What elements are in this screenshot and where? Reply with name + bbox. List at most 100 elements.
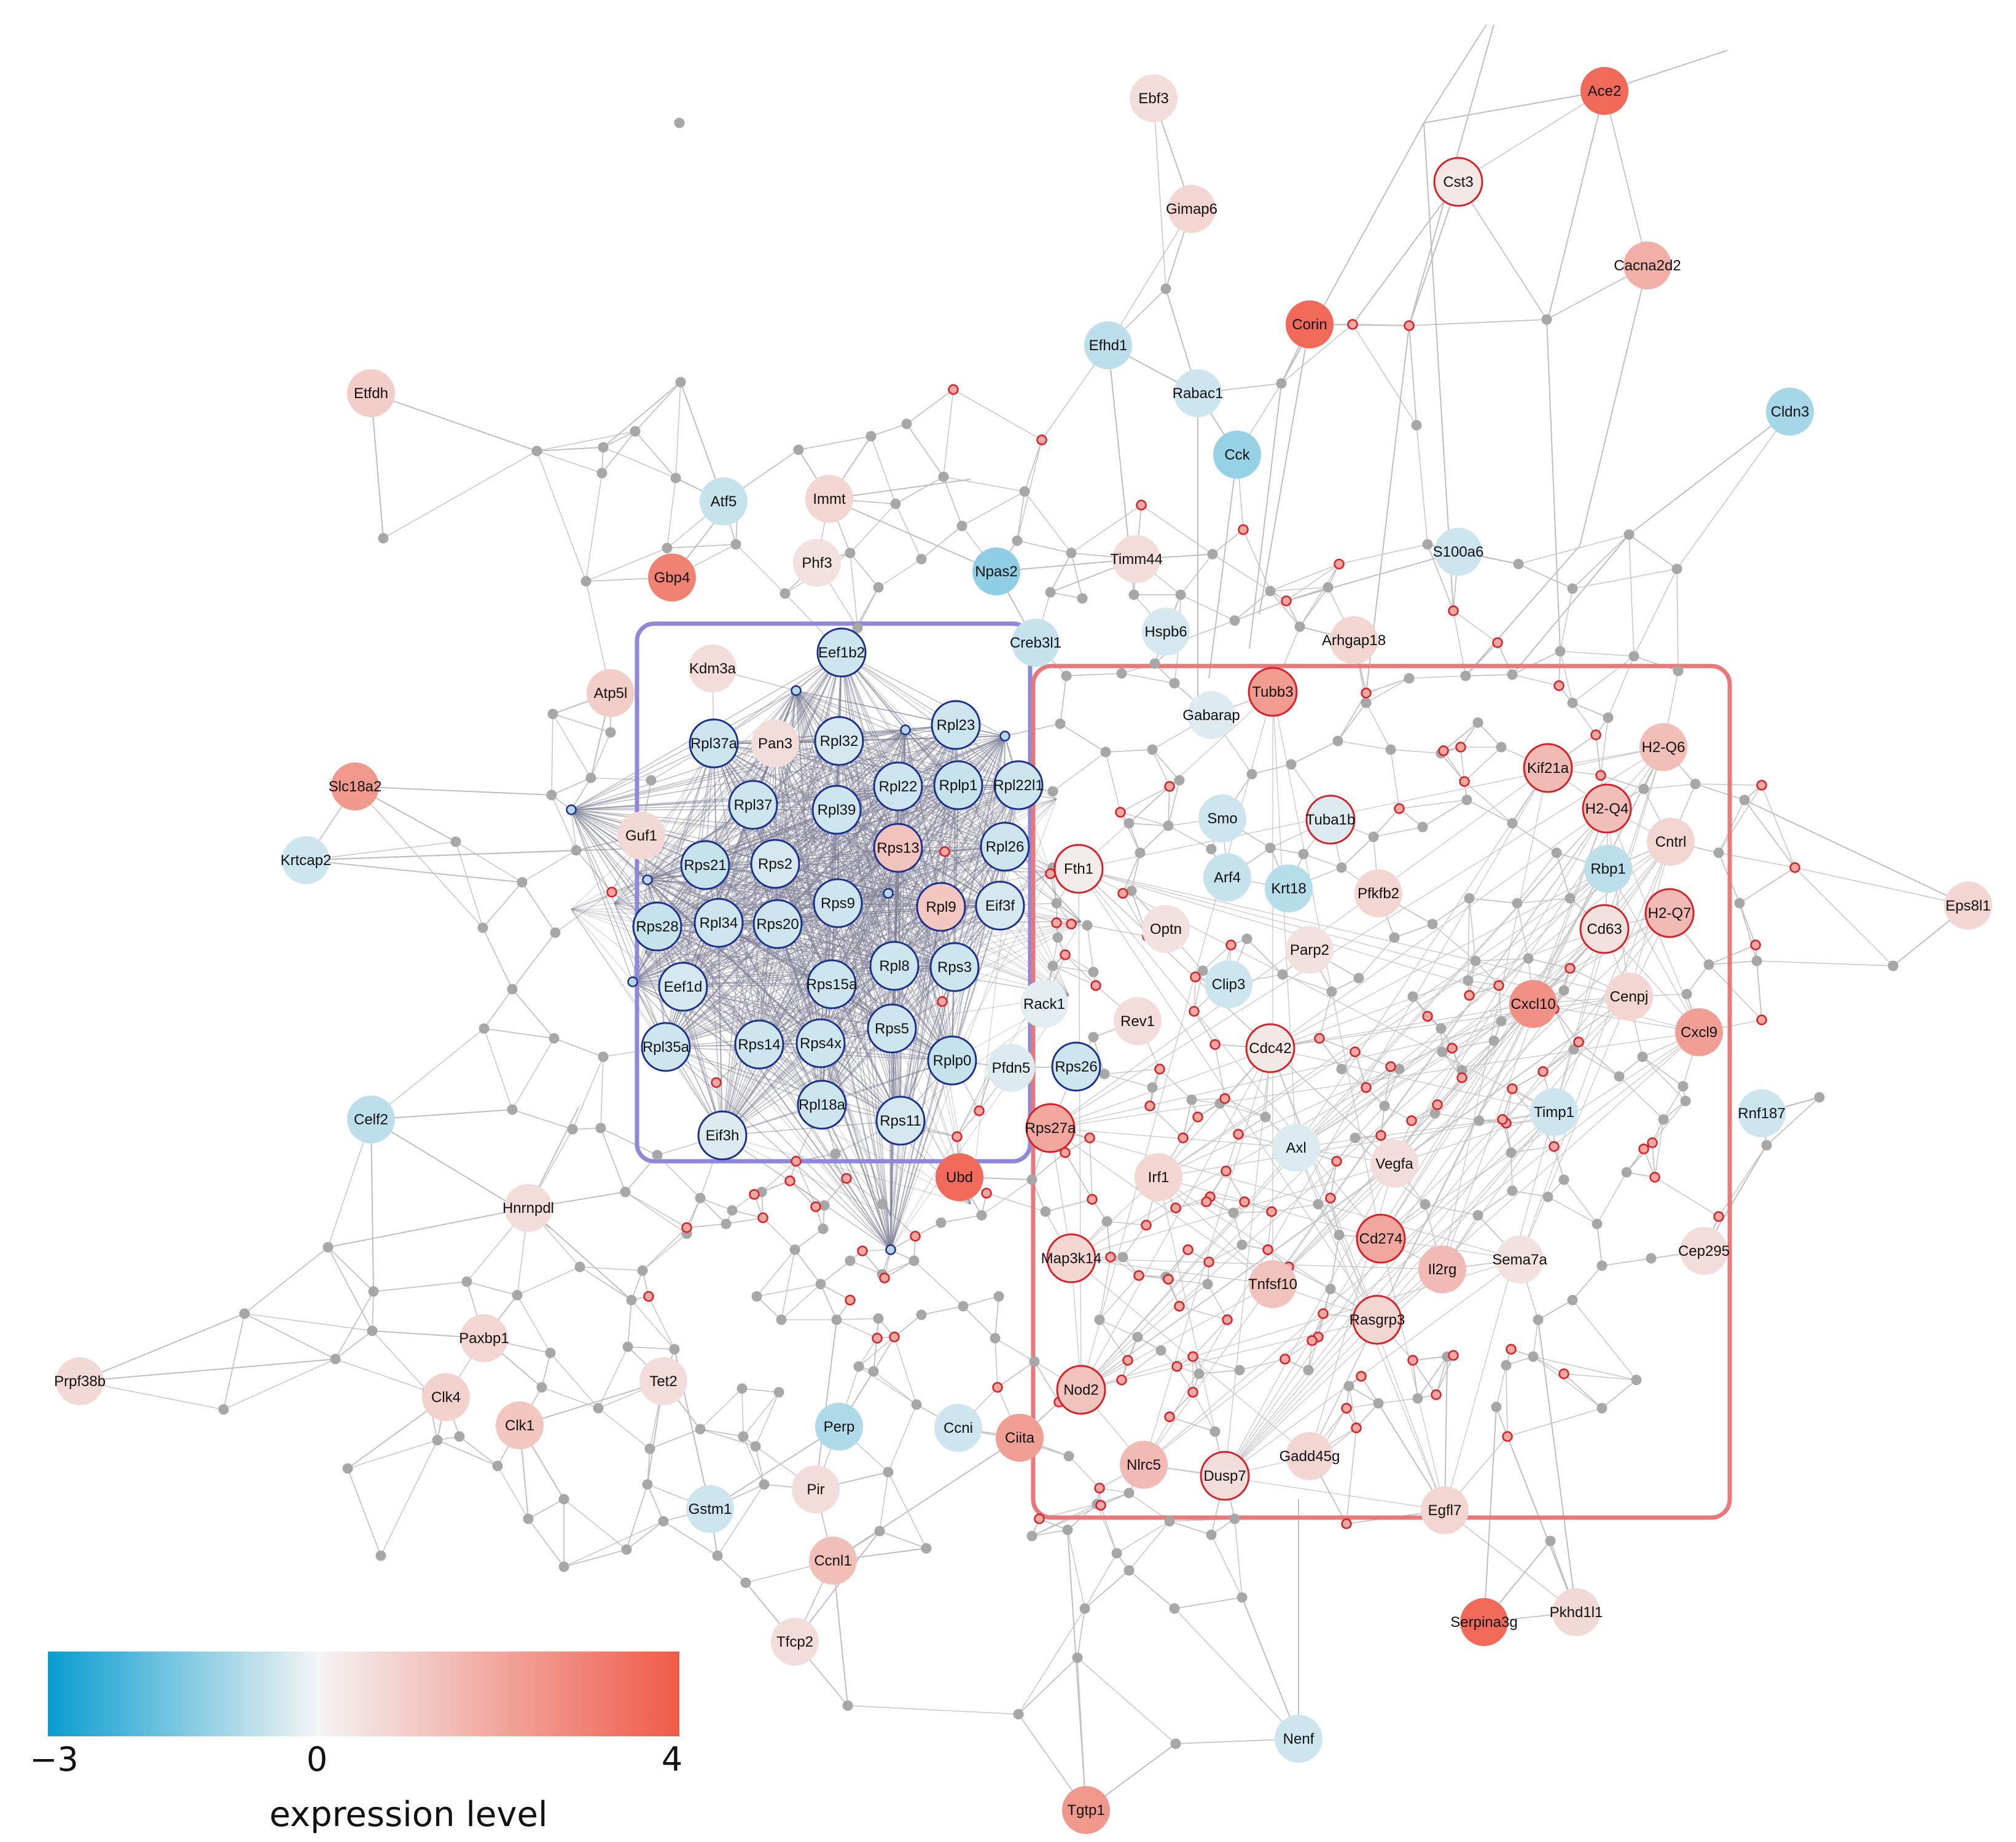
gray-node	[1631, 1374, 1642, 1385]
gray-node	[1175, 589, 1186, 600]
gray-node	[1751, 955, 1762, 966]
node-label: Rplp0	[933, 1052, 972, 1069]
node-rps5: Rps5	[867, 1003, 917, 1054]
node-label: Prpf38b	[54, 1373, 106, 1390]
edge	[1087, 925, 1094, 973]
unlabeled-nodes	[218, 117, 1899, 1749]
red-small-node	[1066, 919, 1077, 930]
red-small-node	[1590, 729, 1601, 740]
gray-node	[1206, 1529, 1217, 1540]
node-corin: Corin	[1286, 300, 1334, 348]
node-circle	[460, 1314, 508, 1362]
edge	[1202, 944, 1232, 971]
edge	[1024, 439, 1042, 492]
gray-node	[1077, 593, 1088, 604]
node-eps8l1: Eps8l1	[1944, 882, 1992, 930]
gray-node	[1628, 651, 1639, 662]
red-small-node	[1266, 1206, 1277, 1217]
gray-node	[1603, 712, 1614, 723]
gray-node	[670, 472, 681, 484]
gray-node	[1496, 1016, 1507, 1027]
gray-node	[546, 790, 557, 801]
gray-node	[1334, 1229, 1345, 1240]
gray-node	[1385, 744, 1396, 755]
gray-node	[916, 554, 927, 565]
edge	[1295, 841, 1671, 1148]
edge	[1663, 1086, 1684, 1120]
edge	[891, 921, 1082, 1029]
gray-node	[1019, 486, 1030, 497]
edge	[1739, 903, 1756, 946]
node-eif3h: Eif3h	[697, 1110, 748, 1161]
node-gabarap: Gabarap	[1182, 691, 1240, 739]
edge	[1295, 928, 1605, 1148]
edge	[1084, 1570, 1130, 1609]
edge	[1319, 991, 1332, 1039]
edge	[1739, 867, 1795, 904]
red-small-node	[1094, 1483, 1105, 1494]
node-label: Rps5	[875, 1021, 909, 1037]
edge	[663, 1521, 718, 1556]
node-label: Gstm1	[689, 1501, 732, 1518]
edge	[1633, 568, 1678, 657]
edge	[627, 1299, 632, 1347]
edge	[571, 809, 778, 925]
node-circle	[972, 547, 1020, 595]
edge	[335, 1330, 373, 1360]
edge	[943, 476, 1025, 492]
edge	[1628, 534, 1678, 570]
red-small-node	[889, 1331, 900, 1342]
edge	[305, 841, 456, 861]
edge	[820, 1284, 851, 1301]
edge	[890, 921, 1082, 1250]
edge	[705, 690, 797, 866]
edge	[335, 1291, 374, 1360]
edge	[1045, 1199, 1093, 1212]
gray-node	[1558, 1174, 1569, 1185]
legend-mid-label: 0	[307, 1740, 327, 1779]
red-small-node	[1422, 1011, 1433, 1022]
edge	[759, 966, 955, 1045]
edge	[1572, 702, 1609, 718]
node-label: Map3k14	[1041, 1250, 1102, 1267]
gray-node	[736, 1383, 748, 1394]
gray-node	[727, 1205, 738, 1216]
node-circle	[1579, 904, 1630, 954]
gray-node	[1260, 1111, 1271, 1123]
gray-node	[1241, 933, 1252, 944]
edge	[1158, 1048, 1271, 1178]
gray-node	[1545, 1535, 1556, 1546]
edge	[614, 903, 723, 1136]
node-label: Rpl8	[879, 958, 909, 974]
edge	[897, 847, 971, 1205]
edge	[1458, 90, 1605, 182]
edge	[1143, 1464, 1445, 1511]
edge	[635, 431, 676, 479]
edge	[1128, 1570, 1175, 1609]
red-small-node	[1174, 1301, 1185, 1312]
edge	[1050, 552, 1072, 593]
gray-node	[776, 1314, 787, 1325]
edge	[1067, 1529, 1085, 1609]
node-circle	[697, 1110, 748, 1161]
edge	[571, 909, 893, 1029]
gray-node	[1394, 1064, 1405, 1075]
edge	[1519, 996, 1630, 1260]
edge	[1556, 852, 1571, 899]
edge	[572, 1056, 604, 1130]
edge	[1018, 1657, 1078, 1715]
node-vegfa: Vegfa	[1370, 1140, 1418, 1188]
edge	[1286, 563, 1340, 602]
edge	[700, 1388, 743, 1430]
node-rps3: Rps3	[929, 942, 980, 992]
edge	[836, 1318, 879, 1320]
node-label: Rasgrp3	[1350, 1312, 1405, 1328]
node-rbp1: Rbp1	[1584, 845, 1632, 893]
node-cxcl9: Cxcl9	[1675, 1008, 1723, 1056]
edge	[665, 903, 838, 1048]
node-circle	[1142, 608, 1190, 656]
node-circle	[1434, 528, 1482, 576]
edge	[638, 872, 893, 1029]
node-irf1: Irf1	[1135, 1153, 1182, 1201]
edge	[890, 1060, 953, 1250]
